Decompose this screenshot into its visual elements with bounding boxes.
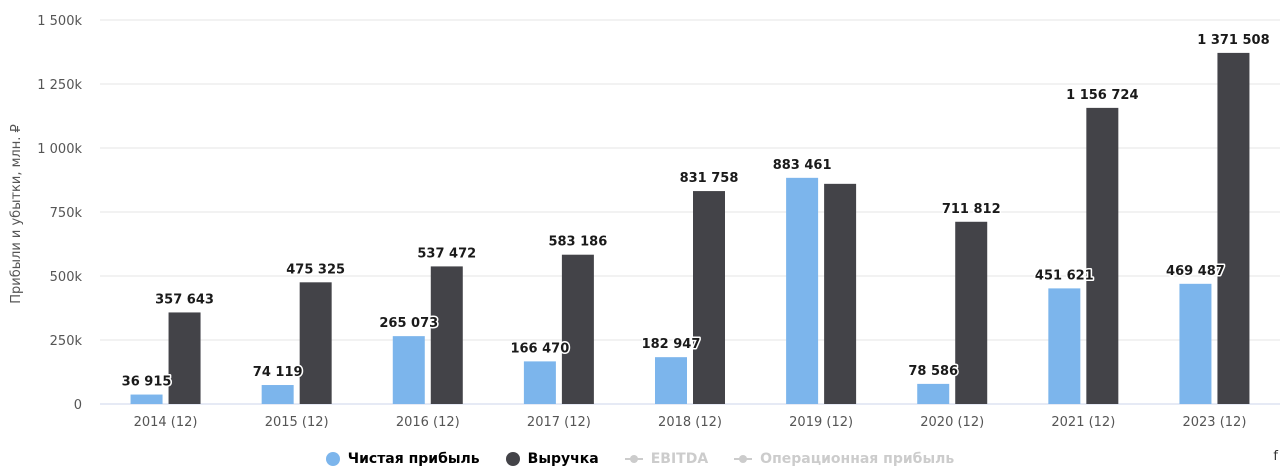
y-tick-label: 750k xyxy=(50,206,83,221)
data-label: 451 621 xyxy=(1035,268,1094,283)
x-tick-label: 2020 (12) xyxy=(920,415,984,430)
bar-net-profit[interactable] xyxy=(917,383,950,404)
data-label: 711 812 xyxy=(942,202,1001,217)
legend-item-net-profit[interactable]: Чистая прибыль xyxy=(325,451,480,467)
x-tick-label: 2016 (12) xyxy=(396,415,460,430)
legend-marker-net-profit xyxy=(325,452,340,466)
bar-revenue[interactable] xyxy=(1217,52,1250,404)
x-tick-label: 2014 (12) xyxy=(134,415,198,430)
data-label: 537 472 xyxy=(417,246,476,261)
data-label: 182 947 xyxy=(642,337,701,352)
data-label: 469 487 xyxy=(1166,264,1225,279)
bar-revenue[interactable] xyxy=(561,254,594,404)
data-label: 883 461 xyxy=(773,158,832,173)
bar-revenue[interactable] xyxy=(693,191,725,404)
data-label: 36 915 xyxy=(122,375,172,390)
y-tick-label: 500k xyxy=(50,270,83,285)
bar-net-profit[interactable] xyxy=(130,394,163,404)
data-label: 1 371 508 xyxy=(1197,33,1269,48)
bar-net-profit[interactable] xyxy=(786,177,819,404)
data-label: 1 156 724 xyxy=(1066,88,1138,103)
bar-revenue[interactable] xyxy=(168,312,201,404)
y-tick-label: 1 000k xyxy=(37,142,82,157)
legend-item-ebitda[interactable]: EBITDA xyxy=(624,451,709,467)
x-tick-label: 2019 (12) xyxy=(789,415,853,430)
data-label: 583 186 xyxy=(548,235,607,250)
bars[interactable] xyxy=(130,52,1250,404)
data-label: 74 119 xyxy=(253,365,303,380)
y-tick-label: 250k xyxy=(50,334,83,349)
bar-net-profit[interactable] xyxy=(1179,283,1212,404)
bar-net-profit[interactable] xyxy=(523,361,556,404)
legend-label-ebitda: EBITDA xyxy=(650,451,709,467)
x-tick-label: 2018 (12) xyxy=(658,415,722,430)
y-tick-label: 1 500k xyxy=(37,14,82,29)
data-label: 475 325 xyxy=(286,262,345,277)
edge-glyph: f xyxy=(1273,449,1278,464)
data-labels: 36 915 357 643 74 119 475 325 265 073 537 472… xyxy=(120,31,1271,391)
legend-item-operating-profit[interactable]: Операционная прибыль xyxy=(734,451,954,467)
y-axis-ticks: 0 250k 500k 750k 1 000k 1 250k 1 500k xyxy=(37,14,82,413)
bar-net-profit[interactable] xyxy=(261,385,294,404)
legend-label-net-profit: Чистая прибыль xyxy=(347,451,480,467)
legend-label-operating-profit: Операционная прибыль xyxy=(760,451,955,467)
y-tick-label: 1 250k xyxy=(37,78,82,93)
data-label: 831 758 xyxy=(680,171,739,186)
bar-revenue[interactable] xyxy=(824,183,857,404)
bar-net-profit[interactable] xyxy=(392,336,425,404)
legend-marker-revenue xyxy=(505,452,520,466)
legend: Чистая прибыль Выручка EBITDA Операционн… xyxy=(0,447,1280,471)
grid-lines xyxy=(100,19,1280,405)
legend-label-revenue: Выручка xyxy=(527,451,599,467)
legend-marker-operating-profit xyxy=(734,452,753,466)
data-label: 166 470 xyxy=(510,341,569,356)
bar-revenue[interactable] xyxy=(955,221,988,404)
bar-net-profit[interactable] xyxy=(655,357,687,404)
y-tick-label: 0 xyxy=(74,398,82,413)
data-label: 265 073 xyxy=(379,316,438,331)
y-axis-title: Прибыли и убытки, млн. ₽ xyxy=(9,124,24,304)
x-tick-label: 2021 (12) xyxy=(1051,415,1115,430)
legend-marker-ebitda xyxy=(624,452,643,466)
x-tick-label: 2015 (12) xyxy=(265,415,329,430)
bar-net-profit[interactable] xyxy=(1048,288,1081,404)
x-tick-label: 2017 (12) xyxy=(527,415,591,430)
data-label: 357 643 xyxy=(155,292,214,307)
bar-revenue[interactable] xyxy=(430,266,463,404)
bar-revenue[interactable] xyxy=(1086,107,1119,404)
bar-revenue[interactable] xyxy=(299,282,332,404)
x-axis-ticks: 2014 (12) 2015 (12) 2016 (12) 2017 (12) 2018… xyxy=(134,415,1247,430)
legend-item-revenue[interactable]: Выручка xyxy=(505,451,599,467)
data-label: 78 586 xyxy=(908,364,958,379)
bar-chart: 0 250k 500k 750k 1 000k 1 250k 1 500k Прибыли … xyxy=(9,14,1280,430)
x-tick-label: 2023 (12) xyxy=(1182,415,1246,430)
